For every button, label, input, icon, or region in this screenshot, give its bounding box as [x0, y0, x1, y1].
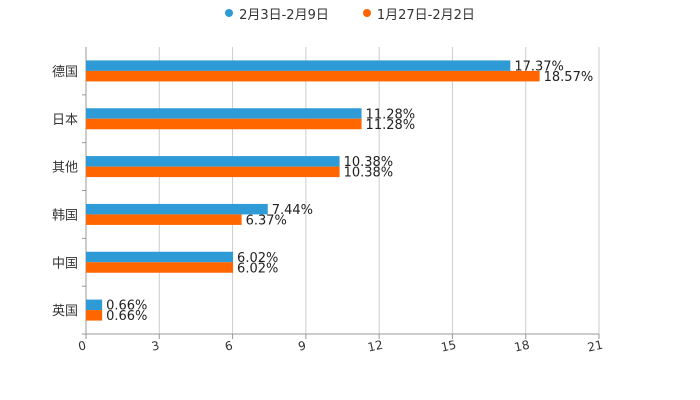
legend-item-series-2[interactable]: 1月27日-2月2日 — [362, 4, 475, 23]
x-tick-label-6: 6 — [224, 338, 234, 353]
category-label-2: 日本 — [52, 113, 78, 128]
value-label-series1-6: 0.66% — [106, 299, 147, 314]
legend: 2月3日-2月9日 1月27日-2月2日 — [0, 4, 700, 23]
value-label-series1-4: 7.44% — [272, 203, 313, 218]
category-label-4: 韩国 — [52, 208, 78, 223]
bar-series2-5 — [86, 262, 234, 273]
value-label-series2-1: 18.57% — [544, 70, 594, 85]
value-label-series1-3: 10.38% — [344, 155, 394, 170]
x-tick-label-9: 9 — [297, 338, 307, 353]
legend-label-series-2: 1月27日-2月2日 — [376, 7, 475, 23]
legend-marker-series-1 — [225, 9, 234, 17]
value-label-series1-1: 17.37% — [514, 59, 564, 74]
category-label-6: 英国 — [52, 304, 78, 319]
x-tick-label-18: 18 — [513, 338, 531, 355]
x-tick-label-0: 0 — [77, 338, 87, 353]
value-label-series2-3: 10.38% — [344, 166, 394, 181]
bar-series2-1 — [86, 70, 540, 82]
legend-marker-series-2 — [362, 9, 371, 17]
bar-series1-1 — [86, 60, 511, 71]
legend-label-series-1: 2月3日-2月9日 — [239, 7, 329, 23]
value-label-series2-2: 11.28% — [366, 118, 416, 133]
bar-series1-4 — [86, 203, 268, 215]
value-label-series2-5: 6.02% — [237, 261, 278, 276]
category-label-5: 中国 — [52, 256, 78, 271]
legend-item-series-1[interactable]: 2月3日-2月9日 — [225, 4, 329, 23]
bar-series2-2 — [86, 118, 362, 130]
category-label-3: 其他 — [52, 161, 78, 176]
bar-series2-6 — [86, 310, 103, 321]
value-label-series2-4: 6.37% — [246, 213, 287, 228]
bar-series1-2 — [86, 108, 362, 119]
category-label-1: 德国 — [52, 65, 78, 80]
x-tick-label-3: 3 — [150, 338, 160, 353]
bar-series2-3 — [86, 166, 340, 178]
bar-series1-6 — [86, 299, 103, 311]
bar-series1-3 — [86, 156, 340, 167]
bar-series2-4 — [86, 214, 242, 225]
x-tick-label-21: 21 — [586, 338, 604, 355]
value-label-series1-2: 11.28% — [366, 107, 416, 122]
x-tick-label-15: 15 — [440, 338, 458, 355]
value-label-series1-5: 6.02% — [237, 251, 278, 266]
bar-series1-5 — [86, 251, 234, 263]
value-label-series2-6: 0.66% — [106, 309, 147, 324]
x-tick-label-12: 12 — [366, 338, 384, 355]
